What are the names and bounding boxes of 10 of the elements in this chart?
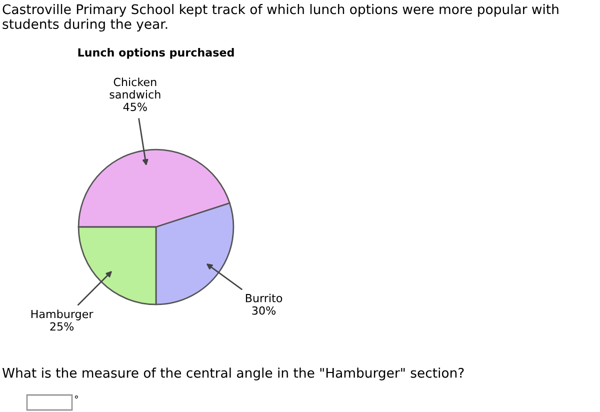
- data-label: 30%: [252, 306, 276, 315]
- data-label: 25%: [50, 322, 74, 331]
- chart-title: Castroville Primary School kept track of which lunch options were more popular with students during the year.: [2, 4, 558, 32]
- slice-label: Chicken sandwich: [110, 78, 160, 99]
- slice-label: Hamburger: [31, 310, 94, 320]
- text: What is the measure of the central angle in the "Hamburger" section?: [2, 368, 464, 380]
- slice-label: Burrito: [246, 294, 282, 302]
- chart-subtitle: Lunch options purchased: [78, 48, 234, 59]
- text: °: [74, 395, 78, 398]
- data-label: 45%: [123, 102, 147, 112]
